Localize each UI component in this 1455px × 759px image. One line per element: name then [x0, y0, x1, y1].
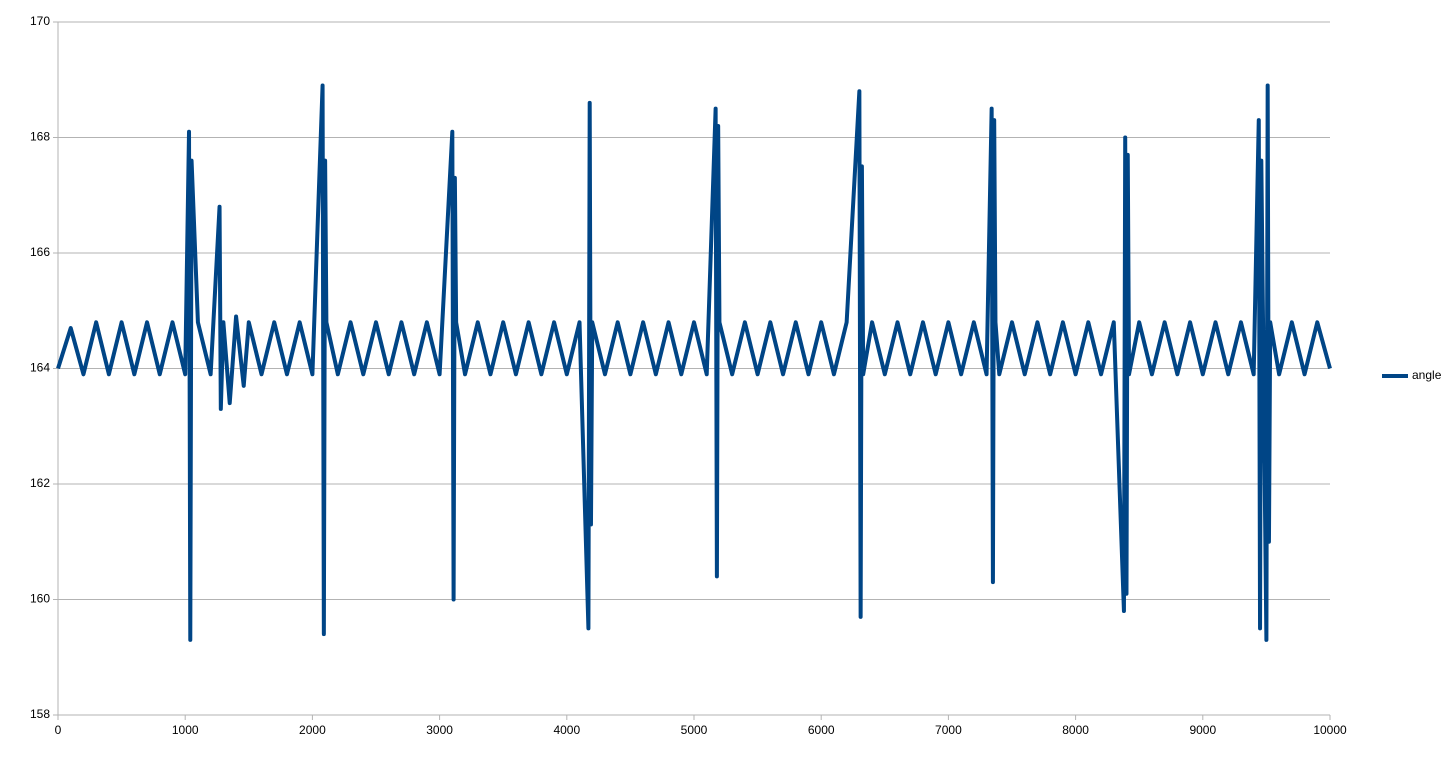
x-tick-label: 10000 [1313, 723, 1347, 737]
y-tick-label: 170 [30, 14, 50, 28]
y-tick-label: 166 [30, 245, 50, 259]
x-tick-label: 7000 [935, 723, 962, 737]
x-tick-label: 5000 [681, 723, 708, 737]
y-tick-label: 160 [30, 592, 50, 606]
x-tick-label: 0 [55, 723, 62, 737]
x-tick-label: 4000 [553, 723, 580, 737]
x-tick-label: 6000 [808, 723, 835, 737]
y-tick-label: 158 [30, 707, 50, 721]
x-tick-label: 1000 [172, 723, 199, 737]
x-tick-label: 8000 [1062, 723, 1089, 737]
legend-label: angle [1412, 368, 1442, 382]
y-tick-label: 168 [30, 130, 50, 144]
y-tick-label: 162 [30, 476, 50, 490]
y-tick-label: 164 [30, 361, 50, 375]
x-tick-label: 2000 [299, 723, 326, 737]
x-tick-label: 9000 [1189, 723, 1216, 737]
x-tick-label: 3000 [426, 723, 453, 737]
data-line [56, 83, 1332, 642]
